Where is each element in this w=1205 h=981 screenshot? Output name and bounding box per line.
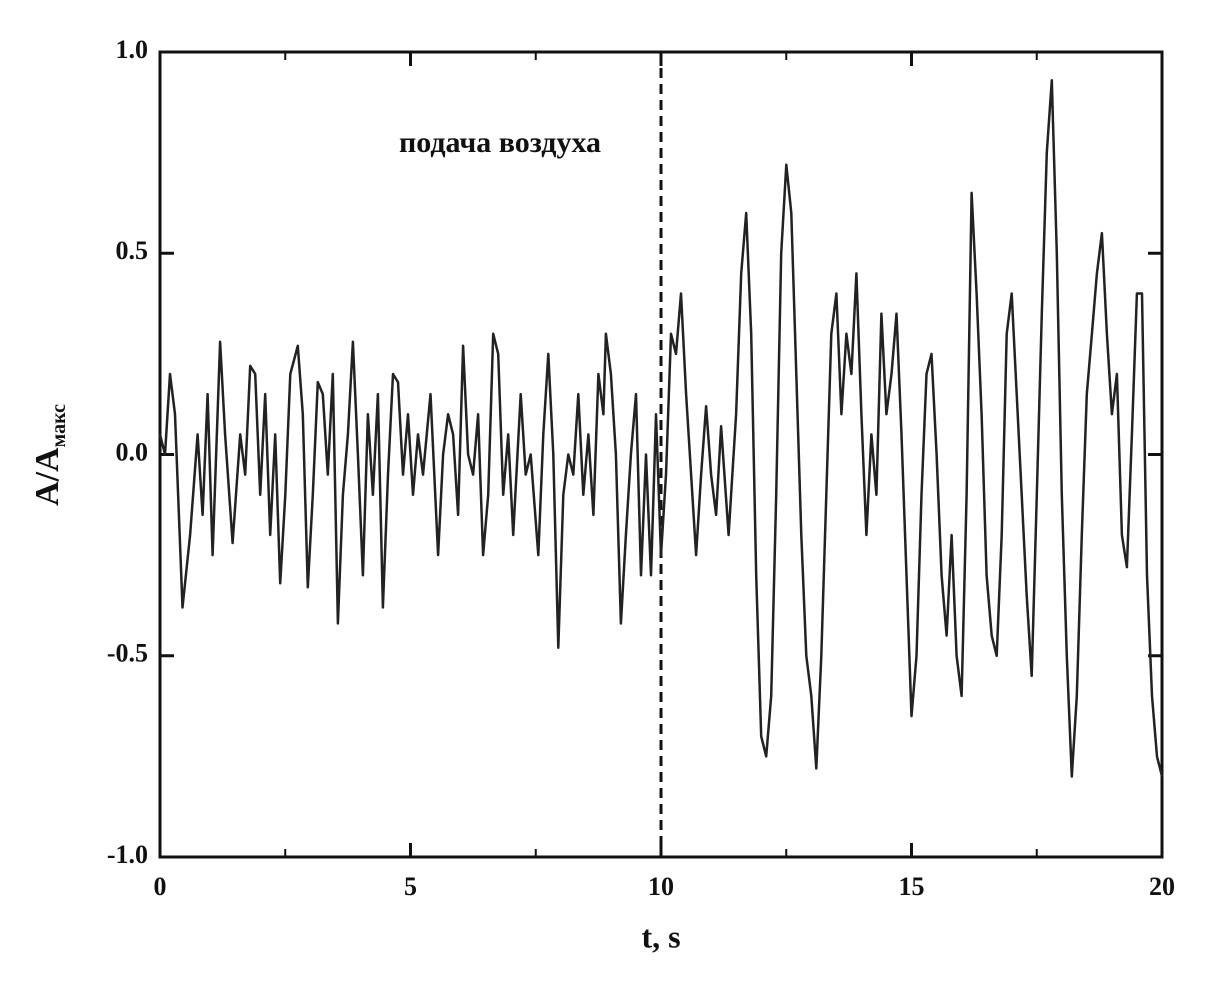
annotation: подача воздуха	[399, 126, 601, 159]
x-tick-label: 20	[1149, 872, 1175, 901]
x-tick-label: 5	[404, 872, 417, 901]
y-axis-label-sub: макс	[48, 404, 70, 448]
y-axis-label: A/Aмакс	[29, 404, 70, 506]
x-tick-label: 10	[648, 872, 674, 901]
x-tick-label: 0	[154, 872, 167, 901]
y-axis-label-main: A/A	[29, 447, 66, 506]
y-tick-label: 0.5	[116, 236, 149, 265]
y-tick-label: 1.0	[116, 35, 149, 64]
x-axis-label: t, s	[641, 918, 680, 954]
x-tick-label: 15	[899, 872, 925, 901]
y-tick-label: -0.5	[107, 639, 148, 668]
y-tick-label: 0.0	[116, 437, 149, 466]
signal-line	[158, 78, 1164, 778]
y-tick-label: -1.0	[107, 840, 148, 869]
